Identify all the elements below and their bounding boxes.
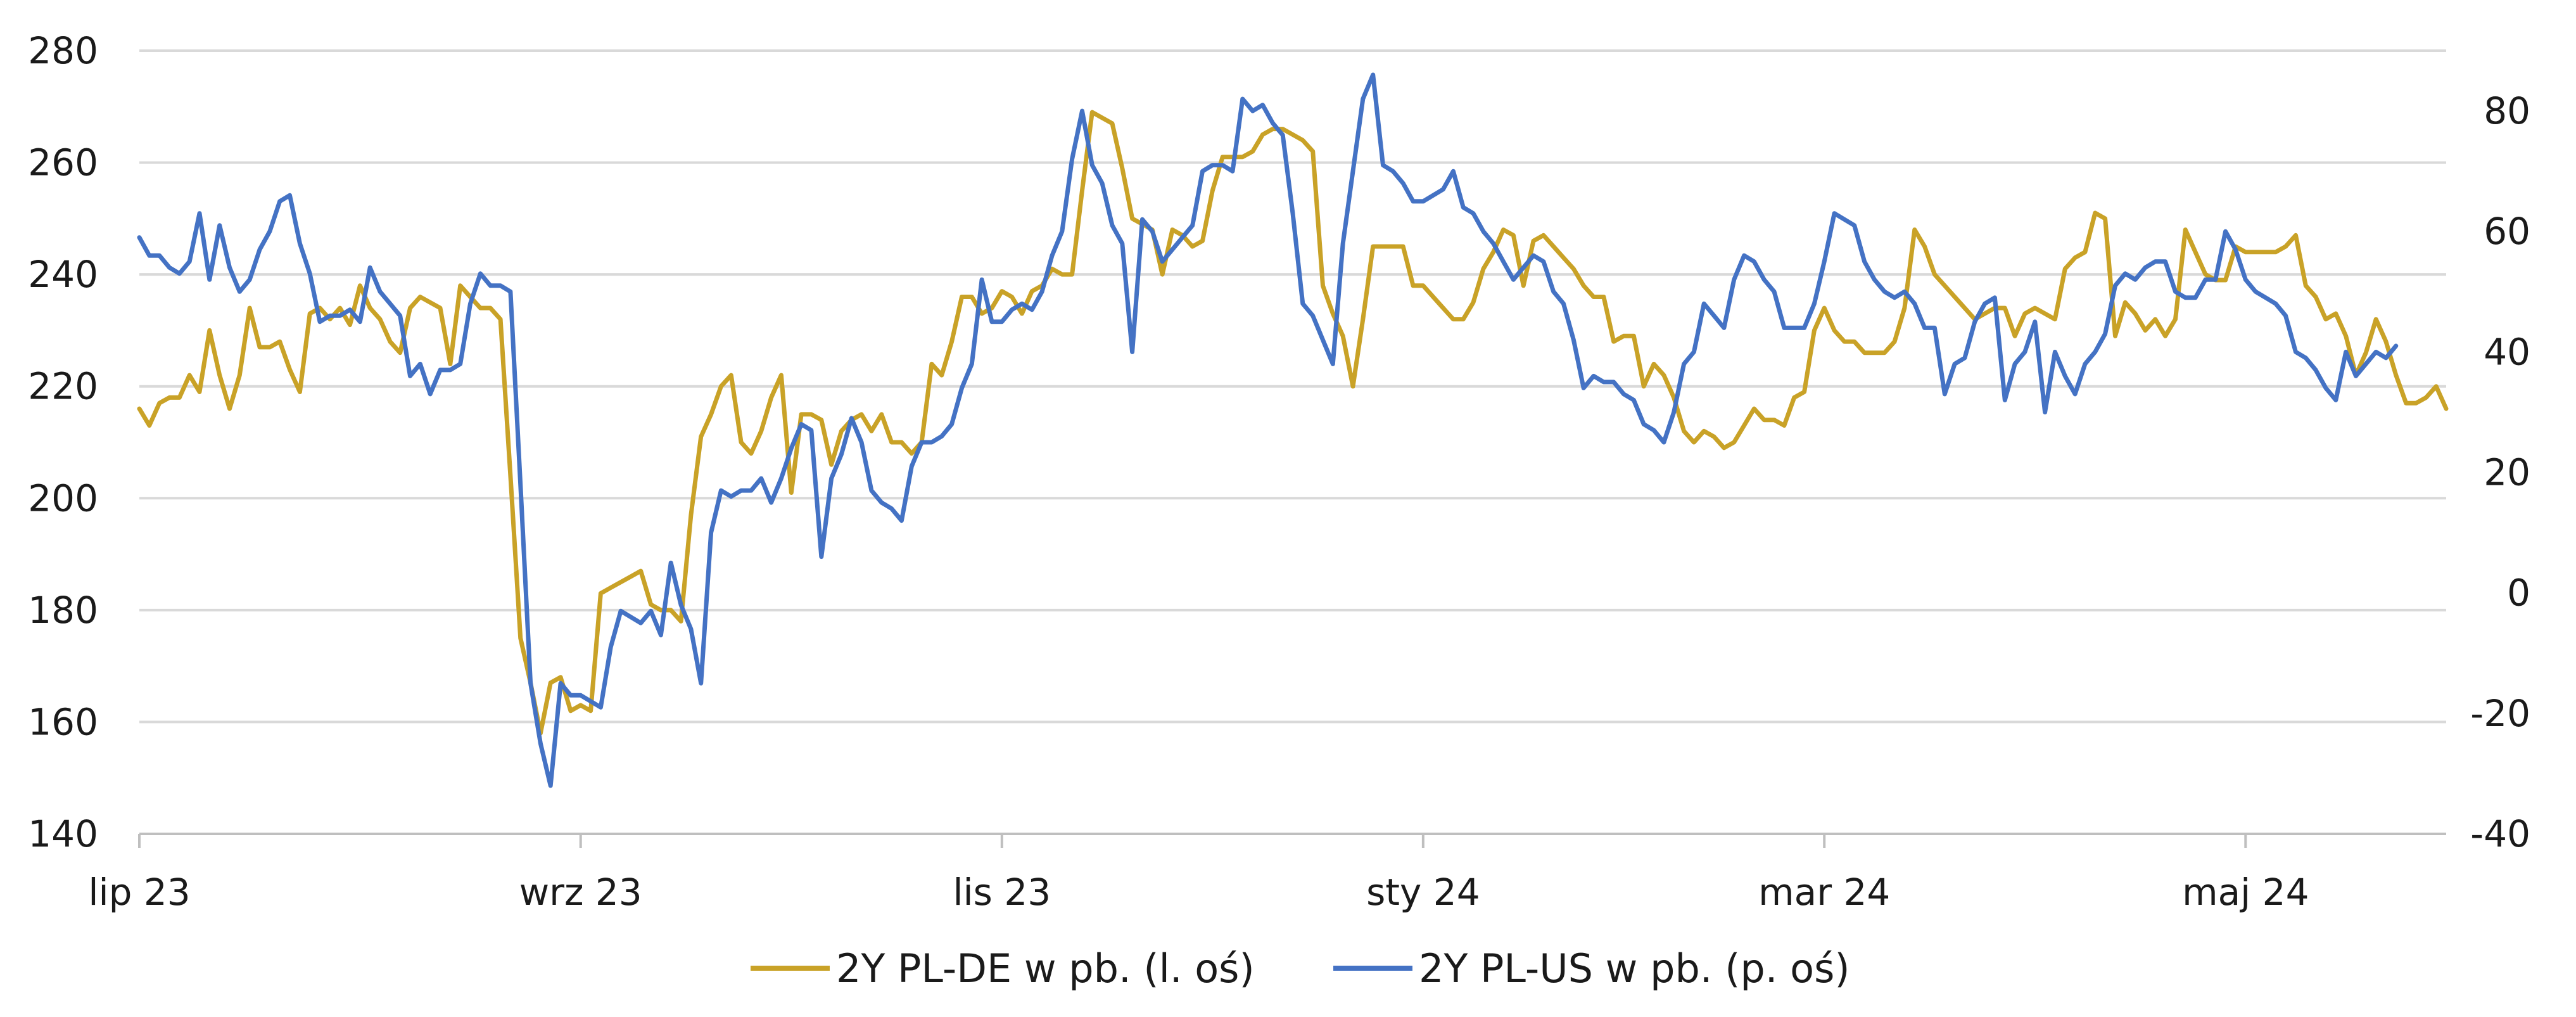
x-axis-tick-label: mar 24 <box>1758 871 1890 914</box>
x-axis-ticks <box>138 834 2247 848</box>
right-axis-tick-label: -40 <box>2470 812 2530 855</box>
left-axis-tick-label: 160 <box>28 700 98 743</box>
x-axis-tick-label: lis 23 <box>953 871 1051 914</box>
left-axis-tick-label: 140 <box>28 812 98 855</box>
x-axis-tick-labels: lip 23 wrz 23 lis 23 sty 24 mar 24 maj 24 <box>88 871 2309 914</box>
legend-label-2: 2Y PL-US w pb. (p. oś) <box>1419 945 1850 992</box>
right-axis-tick-label: 0 <box>2507 572 2530 615</box>
right-axis-tick-label: 40 <box>2484 330 2530 373</box>
left-axis-tick-labels: 140 160 180 200 220 240 260 280 <box>28 29 98 855</box>
left-axis-tick-label: 180 <box>28 589 98 632</box>
left-axis-tick-label: 260 <box>28 141 98 184</box>
x-axis-tick-label: lip 23 <box>88 871 190 914</box>
left-axis-tick-label: 240 <box>28 253 98 296</box>
x-axis-tick-label: maj 24 <box>2182 871 2309 914</box>
right-axis-tick-label: 80 <box>2484 89 2530 132</box>
left-axis-tick-label: 200 <box>28 477 98 520</box>
legend: 2Y PL-DE w pb. (l. oś) 2Y PL-US w pb. (p.… <box>751 945 1850 992</box>
left-axis-tick-label: 220 <box>28 365 98 408</box>
x-axis-tick-label: sty 24 <box>1366 871 1480 914</box>
legend-label-1: 2Y PL-DE w pb. (l. oś) <box>836 945 1255 992</box>
x-axis-tick-label: wrz 23 <box>519 871 642 914</box>
grid-lines <box>139 49 2446 835</box>
right-axis-tick-label: 20 <box>2484 451 2530 494</box>
right-axis-tick-labels: -40 -20 0 20 40 60 80 <box>2470 89 2530 855</box>
series-layer <box>137 72 2449 788</box>
series-line-1 <box>137 110 2449 736</box>
series-line-2 <box>137 72 2399 788</box>
left-axis-tick-label: 280 <box>28 29 98 72</box>
right-axis-tick-label: -20 <box>2470 692 2530 735</box>
right-axis-tick-label: 60 <box>2484 210 2530 253</box>
